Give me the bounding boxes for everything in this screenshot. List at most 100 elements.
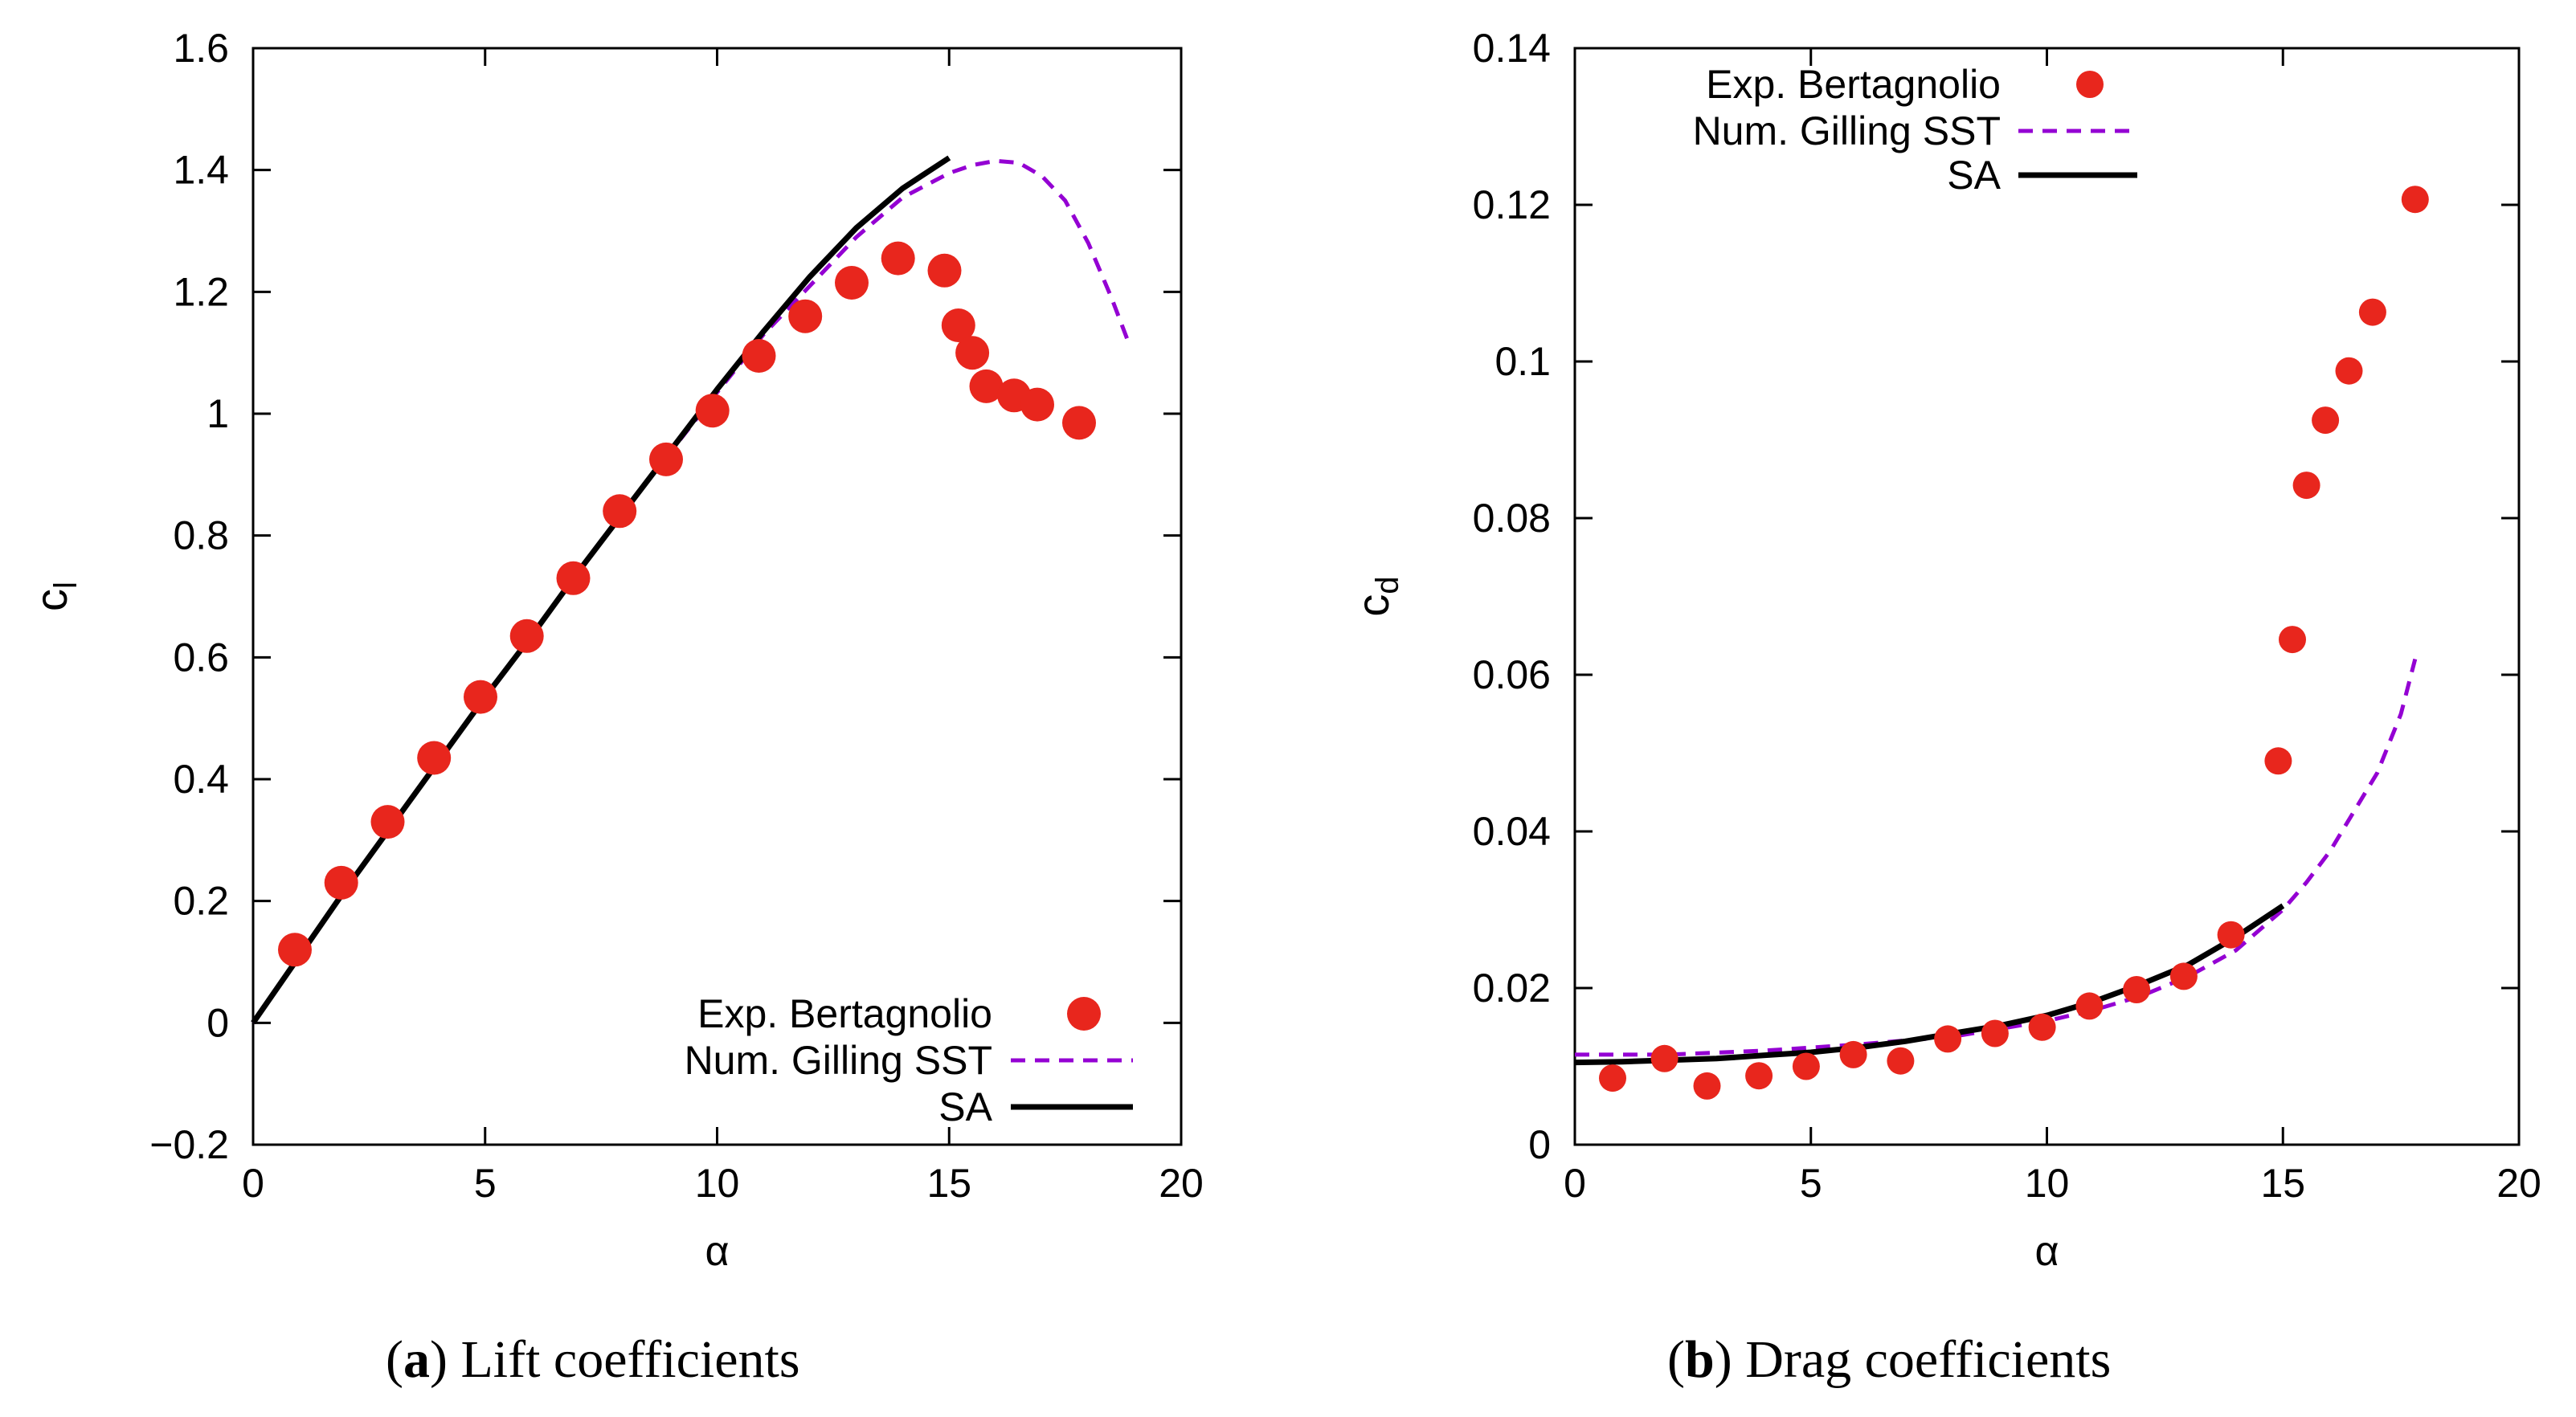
drag-y-axis-label-subscript: d [1370,576,1405,594]
drag-exp-bertagnolio-point [2358,298,2386,326]
drag-ytick-label: 0.06 [1473,652,1551,697]
caption-lift: (a) Lift coefficients [386,1330,800,1389]
lift-plot-frame [251,47,1183,1146]
drag-series-sa-line [1574,903,2285,1066]
drag-y-axis-label: cd [1347,576,1405,616]
drag-exp-bertagnolio-point [1792,1052,1820,1080]
drag-exp-bertagnolio-point [2217,921,2245,949]
lift-legend-label: Exp. Bertagnolio [697,991,992,1036]
drag-ytick-label: 0.14 [1473,26,1551,71]
caption-drag-text: Drag coefficients [1732,1330,2112,1389]
lift-ytick-label: 1.2 [173,269,229,314]
drag-ytick-label: 0.1 [1494,339,1551,384]
drag-legend-label: Exp. Bertagnolio [1706,62,2001,107]
caption-drag-label: b [1684,1330,1715,1389]
lift-exp-bertagnolio-point [788,299,823,333]
lift-exp-bertagnolio-point [464,680,497,714]
lift-xtick-label: 15 [926,1161,971,1206]
lift-legend-label: Num. Gilling SST [685,1038,992,1083]
drag-ytick-label: 0.08 [1473,496,1551,541]
lift-legend-marker [1067,997,1101,1031]
lift-ytick-label: 1.4 [173,148,229,193]
drag-xtick-label: 15 [2260,1161,2305,1206]
lift-xtick-label: 20 [1159,1161,1204,1206]
drag-exp-bertagnolio-point [2169,962,2198,990]
lift-series-sa-line [251,155,951,1025]
lift-exp-bertagnolio-point [695,394,730,428]
drag-exp-bertagnolio-point [2335,357,2363,385]
drag-xtick-label: 10 [2025,1161,2070,1206]
lift-exp-bertagnolio-point [1062,406,1096,440]
lift-exp-bertagnolio-point [370,805,405,839]
lift-ytick-label: 0.8 [173,513,229,558]
drag-exp-bertagnolio-point [2123,976,2151,1003]
lift-xtick-label: 5 [474,1161,497,1206]
lift-exp-bertagnolio-point [603,494,637,529]
lift-ytick-label: −0.2 [149,1122,229,1167]
drag-plot-frame [1573,47,2521,1146]
drag-ytick-label: 0.04 [1473,809,1551,854]
drag-ytick-label: 0 [1528,1122,1551,1167]
drag-exp-bertagnolio-point [2028,1013,2056,1041]
drag-legend-label: SA [1947,153,2001,198]
drag-xtick-label: 5 [1800,1161,1822,1206]
lift-ytick-label: 0.2 [173,879,229,924]
lift-ytick-label: 1 [206,391,229,436]
lift-exp-bertagnolio-point [278,933,312,967]
drag-legend-label: Num. Gilling SST [1693,108,2001,153]
lift-exp-bertagnolio-point [941,308,975,342]
caption-drag: (b) Drag coefficients [1667,1330,2112,1389]
lift-exp-bertagnolio-point [969,369,1004,403]
drag-exp-bertagnolio-point [1693,1072,1721,1100]
drag-exp-bertagnolio-point [2312,406,2340,435]
drag-exp-bertagnolio-point [2264,747,2292,775]
drag-exp-bertagnolio-point [2075,992,2104,1020]
caption-lift-label: a [403,1330,430,1389]
lift-exp-bertagnolio-point [649,442,683,476]
lift-exp-bertagnolio-point [881,241,915,276]
drag-ytick-label: 0.12 [1473,182,1551,227]
lift-ytick-label: 0.6 [173,635,229,680]
lift-exp-bertagnolio-point [835,266,869,300]
drag-exp-bertagnolio-point [1887,1047,1915,1075]
drag-exp-bertagnolio-point [2401,186,2429,214]
drag-exp-bertagnolio-point [1650,1044,1678,1072]
drag-exp-bertagnolio-point [1599,1064,1626,1092]
drag-xtick-label: 0 [1564,1161,1586,1206]
lift-exp-bertagnolio-point [927,253,962,288]
lift-exp-bertagnolio-point [955,336,990,370]
drag-ytick-label: 0.02 [1473,966,1551,1011]
lift-ytick-label: 0 [206,1000,229,1045]
lift-coefficient-chart: 0 5 10 15 20 −0.2 0 0.2 0.4 0.6 0.8 1 1.2 1.4 1.6 α cl Ex… [26,26,1204,1275]
lift-exp-bertagnolio-point [742,339,776,373]
drag-exp-bertagnolio-point [2292,472,2320,500]
drag-xtick-label: 20 [2496,1161,2541,1206]
lift-y-axis-label-subscript: l [48,582,84,589]
lift-exp-bertagnolio-point [1020,387,1054,422]
lift-exp-bertagnolio-point [324,865,358,900]
drag-coefficient-chart: 0 5 10 15 20 0 0.02 0.04 0.06 0.08 0.1 0.12 0.14 α cd E… [1347,26,2541,1275]
drag-exp-bertagnolio-point [1839,1040,1867,1068]
drag-series-gilling-sst-line [1575,658,2418,1057]
lift-exp-bertagnolio-point [509,619,544,653]
caption-lift-text: Lift coefficients [447,1330,800,1389]
lift-y-axis-label: cl [26,582,84,611]
lift-exp-bertagnolio-point [417,741,452,775]
lift-x-axis-label: α [705,1228,729,1275]
lift-xtick-label: 10 [695,1161,740,1206]
drag-legend-marker [2076,71,2104,98]
drag-x-axis-label: α [2034,1228,2059,1275]
lift-ytick-label: 0.4 [173,757,229,802]
drag-exp-bertagnolio-point [1981,1019,2009,1047]
lift-xtick-label: 0 [242,1161,264,1206]
lift-legend-label: SA [938,1084,992,1129]
lift-ytick-label: 1.6 [173,26,229,71]
drag-exp-bertagnolio-point [1934,1025,1962,1053]
drag-exp-bertagnolio-point [1745,1062,1773,1090]
lift-exp-bertagnolio-point [556,561,591,595]
drag-exp-bertagnolio-point [2279,626,2306,654]
lift-series-gilling-sst-line [251,158,1132,1024]
